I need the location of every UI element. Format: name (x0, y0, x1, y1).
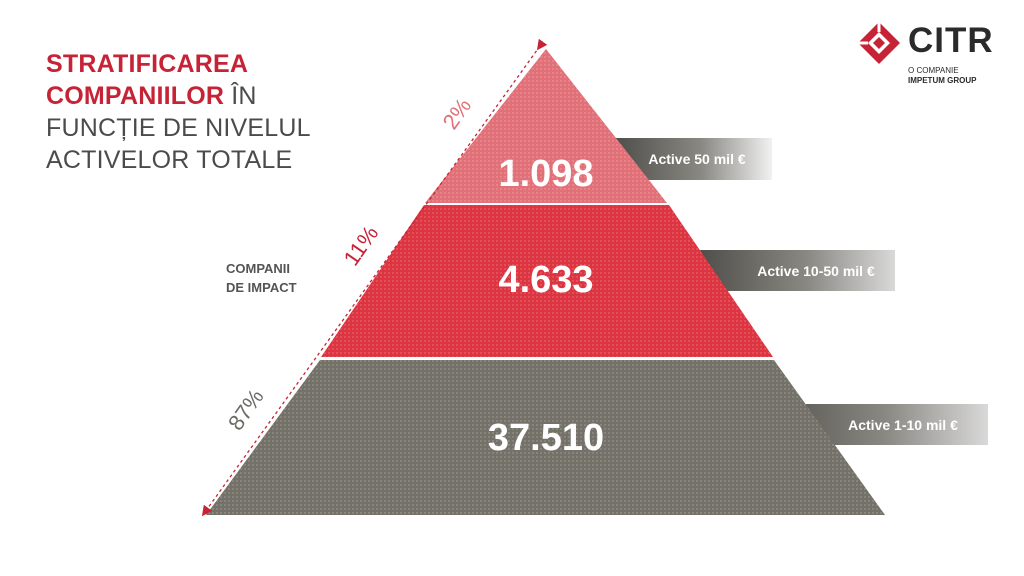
tier-1-tag-bg (615, 138, 772, 180)
tier-1-label: Active 50 mil € (648, 151, 745, 167)
citr-logo: CITR O COMPANIE IMPETUM GROUP (856, 20, 1006, 90)
tier-2-label: Active 10-50 mil € (757, 263, 875, 279)
tier-3-percent: 87% (223, 384, 269, 434)
tier-3-value: 37.510 (488, 417, 604, 459)
logo-subtitle-line-2: IMPETUM GROUP (908, 76, 977, 85)
tier-3-label: Active 1-10 mil € (848, 417, 958, 433)
tier-1-percent: 2% (437, 94, 476, 134)
tier-2-value: 4.633 (498, 259, 593, 301)
tier-2-percent: 11% (338, 221, 383, 270)
logo-subtitle-line-1: O COMPANIE (908, 66, 959, 75)
tier-2-tag-bg (700, 250, 895, 291)
title-line-2: COMPANIILOR (46, 82, 225, 110)
logo-subtitle: O COMPANIE IMPETUM GROUP (908, 66, 976, 86)
tier-1-value: 1.098 (498, 153, 593, 195)
diamond-logo-icon (858, 22, 900, 64)
logo-name: CITR (908, 21, 994, 60)
